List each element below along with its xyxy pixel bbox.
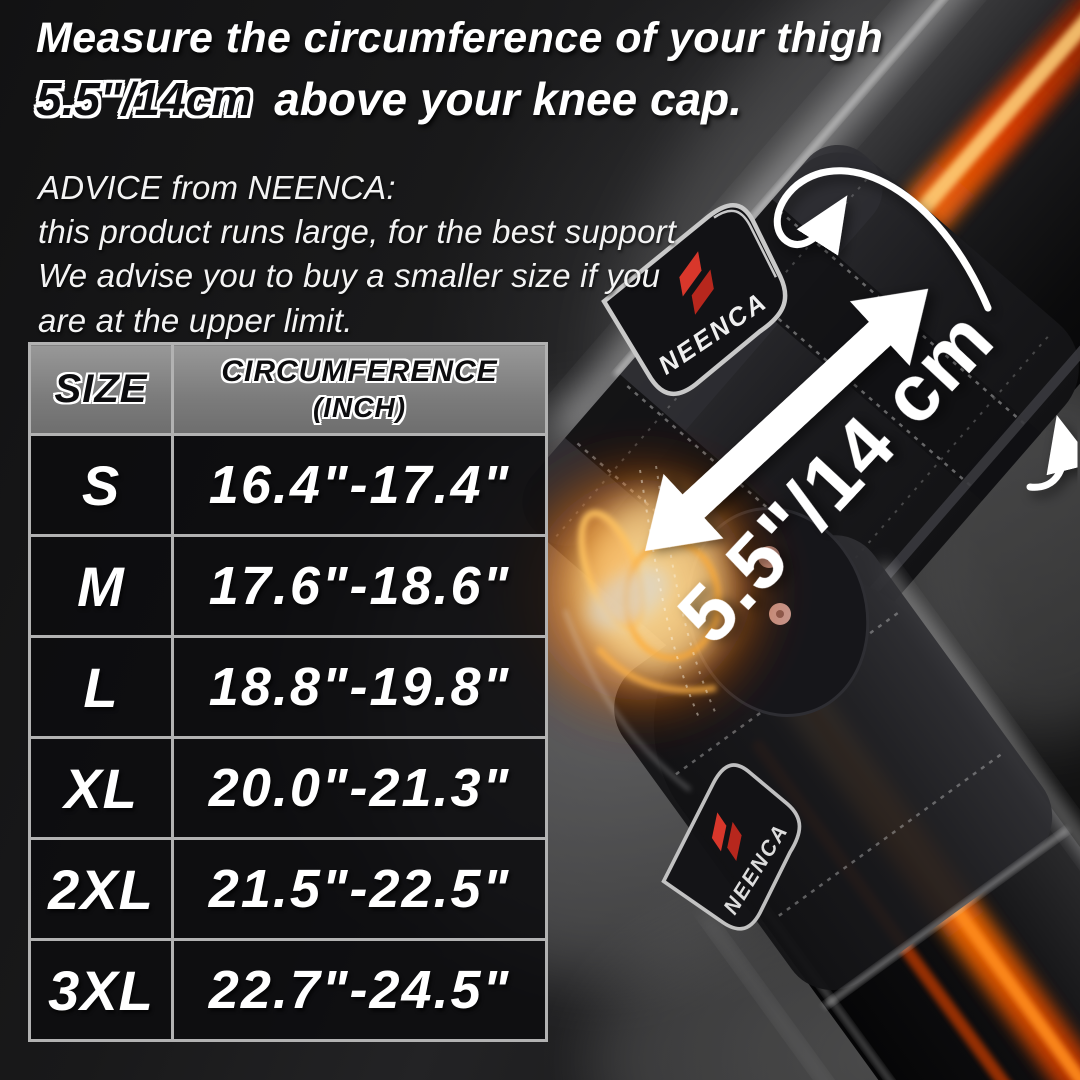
circumference-cell: 17.6"-18.6" — [171, 534, 548, 638]
circumference-cell: 20.0"-21.3" — [171, 736, 548, 840]
circumference-cell: 21.5"-22.5" — [171, 837, 548, 941]
shin — [614, 535, 1080, 1080]
circumference-cell: 18.8"-19.8" — [171, 635, 548, 739]
heading-line-1: Measure the circumference of your thigh — [36, 14, 884, 62]
table-row: L 18.8"-19.8" — [28, 635, 548, 739]
measurement-arrow-icon — [645, 288, 929, 551]
advice-note: ADVICE from NEENCA: this product runs la… — [38, 166, 676, 343]
size-cell: S — [28, 433, 174, 537]
brand-chevron-icon — [711, 812, 742, 861]
size-cell: XL — [28, 736, 174, 840]
size-cell: L — [28, 635, 174, 739]
wrap-arrow-top-icon — [773, 167, 992, 312]
heading-line-2-text: above your knee cap. — [274, 73, 743, 125]
advice-line: are at the upper limit. — [38, 301, 353, 339]
table-row: M 17.6"-18.6" — [28, 534, 548, 638]
heading-measurement: 5.5"/14cm — [36, 73, 253, 125]
advice-line: We advise you to buy a smaller size if y… — [38, 257, 661, 295]
table-row: 2XL 21.5"-22.5" — [28, 837, 548, 941]
advice-line: ADVICE from NEENCA: — [38, 169, 396, 206]
size-chart-table: SIZE CIRCUMFERENCE (INCH) S 16.4"-17.4" … — [28, 342, 548, 1042]
table-row: S 16.4"-17.4" — [28, 433, 548, 537]
col-header-size: SIZE — [28, 342, 174, 436]
size-cell: M — [28, 534, 174, 638]
size-cell: 3XL — [28, 938, 174, 1042]
wrap-arrow-bottom-icon — [1026, 415, 1080, 491]
table-header-row: SIZE CIRCUMFERENCE (INCH) — [28, 342, 548, 436]
brand-chevron-icon — [679, 251, 714, 315]
heading-line-2: 5.5"/14cm above your knee cap. — [36, 72, 883, 126]
brand-patch-lower: NEENCA — [661, 763, 802, 931]
advice-line: this product runs large, for the best su… — [38, 213, 677, 251]
size-cell: 2XL — [28, 837, 174, 941]
col-header-circumference: CIRCUMFERENCE (INCH) — [171, 342, 548, 436]
heading: Measure the circumference of your thigh … — [36, 14, 883, 126]
table-row: 3XL 22.7"-24.5" — [28, 938, 548, 1042]
circumference-cell: 16.4"-17.4" — [171, 433, 548, 537]
circumference-cell: 22.7"-24.5" — [171, 938, 548, 1042]
table-row: XL 20.0"-21.3" — [28, 736, 548, 840]
